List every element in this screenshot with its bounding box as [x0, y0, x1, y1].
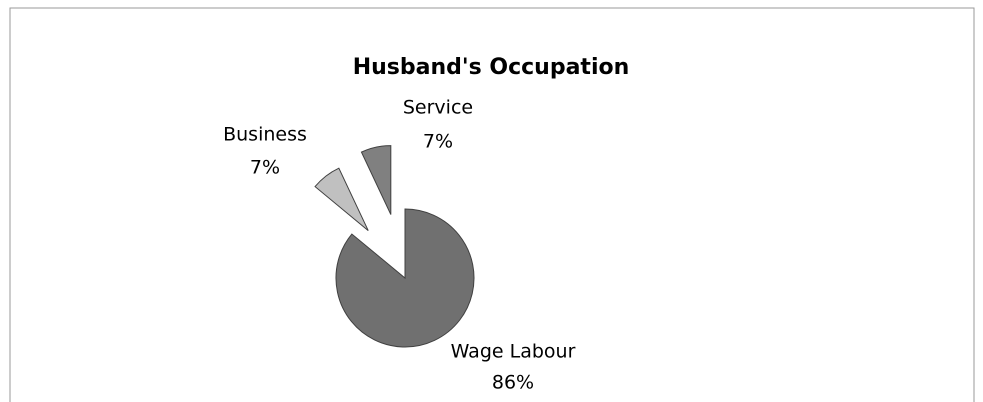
slice-label: Business	[223, 124, 307, 146]
pie-slice	[335, 208, 475, 348]
chart-border	[9, 7, 975, 402]
slice-value-label: 7%	[250, 157, 280, 179]
slice-value-label: 86%	[492, 372, 534, 394]
pie-slice	[360, 145, 392, 215]
chart-title: Husband's Occupation	[353, 55, 630, 80]
pie-slice	[314, 167, 369, 231]
slice-label: Service	[403, 97, 473, 119]
slice-label: Wage Labour	[451, 341, 576, 363]
slice-value-label: 7%	[423, 131, 453, 153]
